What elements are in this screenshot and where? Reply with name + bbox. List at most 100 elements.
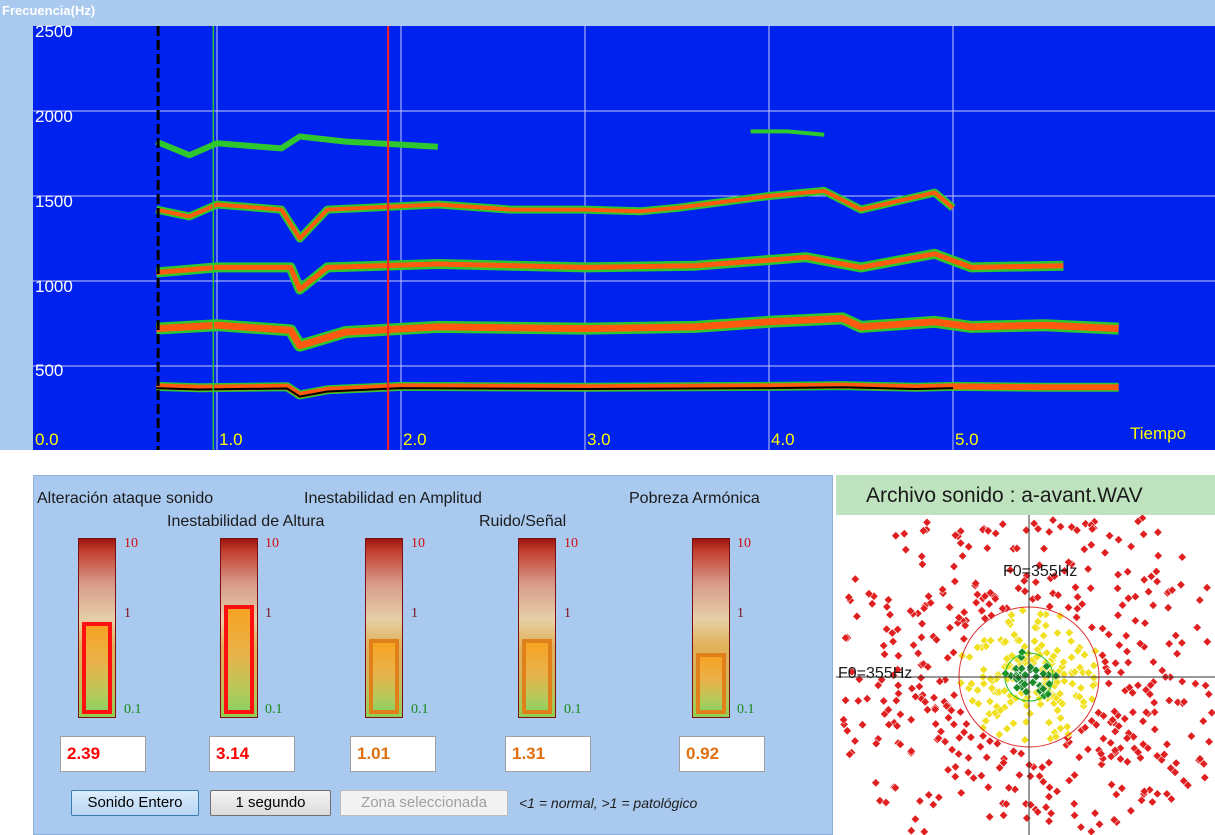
polar-dot-outer — [1031, 577, 1041, 587]
meter-tick-mid: 1 — [737, 606, 744, 621]
polar-dot-outer — [1113, 610, 1123, 620]
polar-dot-outer — [969, 773, 979, 783]
polar-dot-outer — [1122, 757, 1132, 767]
polar-dot-middle — [1003, 617, 1013, 627]
polar-dot-outer — [931, 719, 941, 729]
meter-level-fill — [82, 622, 112, 714]
polar-dot-middle — [1064, 628, 1074, 638]
polar-dot-outer — [1069, 799, 1079, 809]
polar-dot-outer — [913, 648, 923, 658]
polar-dot-outer — [982, 752, 992, 762]
polar-dot-outer — [1207, 708, 1215, 718]
polar-dot-outer — [946, 705, 956, 715]
polar-dot-outer — [882, 602, 892, 612]
polar-dot-middle — [1005, 697, 1016, 707]
polar-dot-middle — [979, 679, 989, 689]
polar-dot-outer — [1086, 583, 1096, 593]
polar-dot-outer — [1133, 516, 1143, 526]
polar-dot-outer — [1137, 795, 1147, 805]
polar-dot-outer — [1202, 583, 1212, 593]
polar-dot-outer — [871, 778, 881, 788]
polar-dot-outer — [1120, 714, 1130, 724]
polar-dot-outer — [983, 526, 993, 536]
polar-dot-outer — [1114, 640, 1124, 650]
meter-tick-mid: 1 — [124, 606, 131, 621]
selected-zone-button[interactable]: Zona seleccionada — [340, 790, 508, 816]
harmonic-2-core — [156, 314, 1119, 350]
polar-dot-outer — [1201, 680, 1211, 691]
polar-dot-outer — [1073, 592, 1083, 602]
polar-dot-outer — [1183, 780, 1193, 790]
y-label-2500: 2500 — [35, 22, 73, 41]
polar-dot-middle — [1041, 620, 1051, 631]
polar-dot-middle — [1066, 636, 1076, 646]
polar-dot-outer — [919, 827, 929, 835]
polar-dot-outer — [1072, 604, 1082, 614]
meter-tick-max: 10 — [124, 536, 138, 551]
one-second-button[interactable]: 1 segundo — [210, 790, 331, 816]
polar-dot-inner — [1031, 665, 1041, 675]
polar-dot-outer — [1086, 827, 1096, 835]
polar-dot-outer — [1146, 680, 1156, 690]
polar-dot-outer — [1010, 784, 1020, 794]
polar-dot-outer — [1150, 724, 1160, 734]
polar-dot-outer — [931, 635, 942, 645]
polar-dot-outer — [1074, 752, 1084, 762]
polar-dot-outer — [1204, 737, 1214, 747]
meter-tick-max: 10 — [737, 536, 751, 551]
meter-amplitude — [365, 538, 403, 718]
polar-dot-outer — [1130, 616, 1140, 626]
whole-sound-button[interactable]: Sonido Entero — [71, 790, 199, 816]
meter-attack — [78, 538, 116, 718]
polar-dot-outer — [917, 559, 927, 569]
polar-dot-outer — [1111, 789, 1121, 800]
polar-dot-outer — [948, 647, 959, 658]
polar-dot-outer — [1046, 808, 1056, 818]
polar-dot-outer — [991, 528, 1001, 538]
polar-dot-outer — [954, 613, 964, 623]
polar-dot-outer — [950, 762, 961, 772]
polar-dot-middle — [1018, 605, 1028, 616]
polar-dot-outer — [999, 758, 1009, 768]
polar-dot-middle — [1008, 718, 1018, 728]
polar-dot-outer — [1083, 744, 1093, 754]
polar-dot-middle — [1053, 705, 1063, 715]
polar-dot-outer — [1186, 731, 1196, 741]
polar-dot-middle — [1041, 609, 1051, 620]
spectrogram-frame[interactable]: 2500 2000 1500 1000 500 0.0 1.0 2.0 3.0 … — [0, 22, 1215, 450]
polar-dot-outer — [1080, 723, 1090, 733]
polar-dot-outer — [1098, 734, 1108, 744]
polar-dot-outer — [884, 720, 894, 730]
polar-dot-outer — [893, 651, 903, 661]
polar-dot-outer — [873, 680, 883, 690]
polar-dot-middle — [1002, 724, 1012, 734]
polar-dot-outer — [1139, 786, 1149, 796]
x-label-5: 5.0 — [955, 430, 979, 449]
f0-left-label: F0=355Hz — [838, 665, 913, 682]
polar-dot-outer — [899, 529, 909, 539]
polar-dot-outer — [934, 733, 944, 743]
polar-dot-outer — [1173, 697, 1183, 707]
polar-dot-middle — [1002, 654, 1012, 664]
polar-dot-inner — [1043, 689, 1053, 699]
polar-dot-outer — [1079, 544, 1089, 554]
polar-dot-outer — [977, 606, 987, 616]
polar-dot-middle — [1062, 722, 1072, 732]
polar-dot-outer — [1001, 799, 1011, 809]
polar-dot-outer — [944, 602, 955, 612]
polar-dot-outer — [1110, 745, 1120, 755]
polar-dot-outer — [1025, 771, 1035, 781]
polar-dot-middle — [1055, 611, 1065, 621]
polar-dot-outer — [1135, 639, 1145, 649]
polar-dot-outer — [1128, 688, 1138, 698]
polar-dot-middle — [1049, 651, 1059, 661]
polar-dot-outer — [1114, 535, 1124, 545]
polar-dot-outer — [887, 628, 897, 638]
polar-dot-outer — [841, 695, 851, 705]
polar-dot-outer — [959, 727, 969, 737]
spectrogram-plot[interactable] — [33, 26, 1215, 450]
polar-dot-outer — [966, 732, 976, 742]
polar-dot-outer — [1087, 524, 1097, 534]
meter-tick-max: 10 — [265, 536, 279, 551]
polar-dot-outer — [917, 551, 927, 561]
